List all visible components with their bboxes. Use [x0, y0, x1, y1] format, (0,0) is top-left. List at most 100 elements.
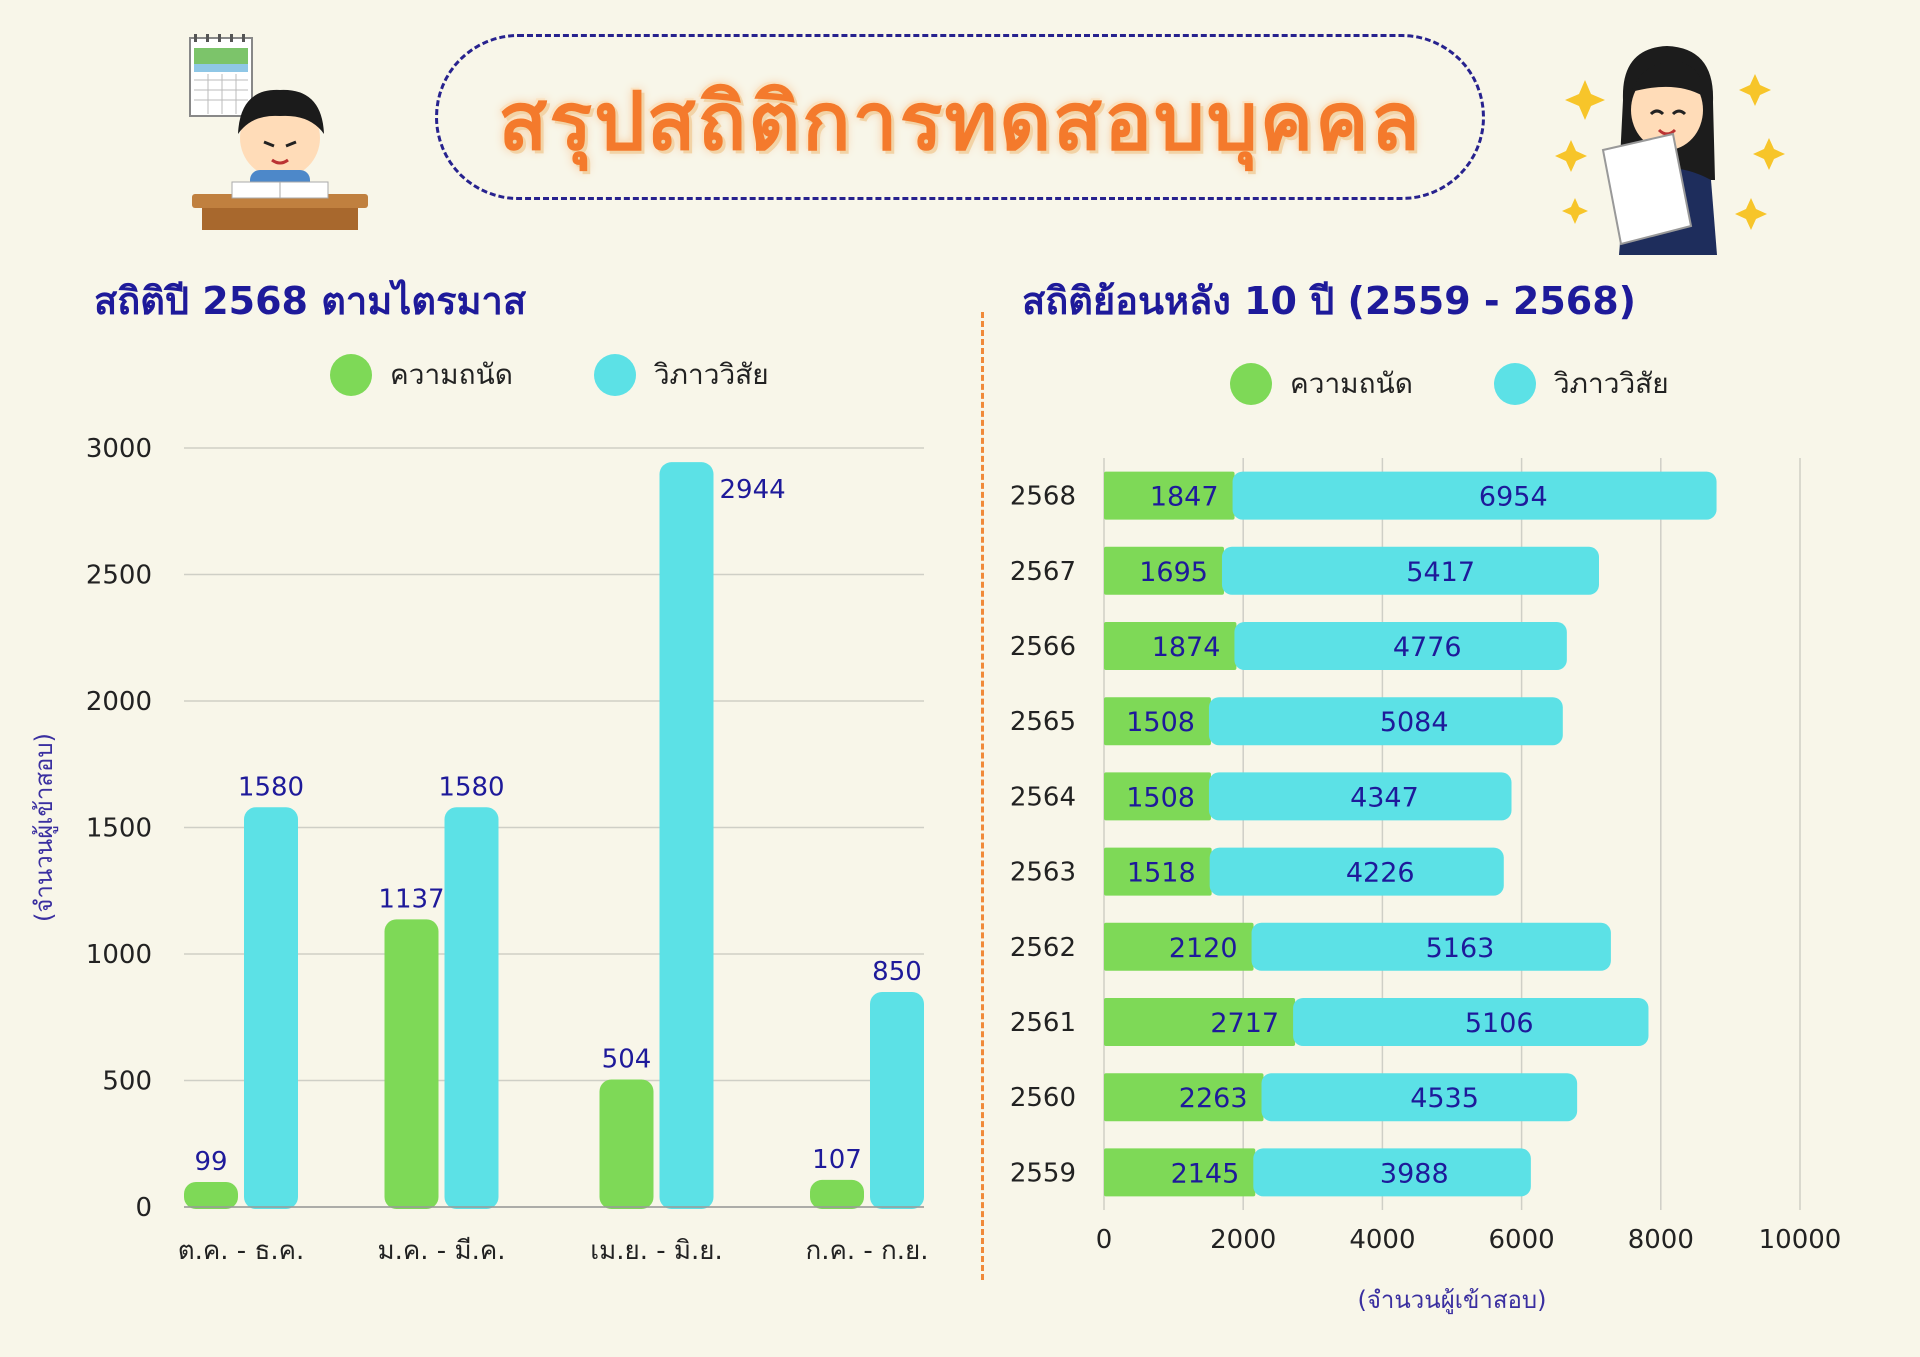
data-label: 4226: [1346, 858, 1415, 889]
data-label: 5106: [1465, 1008, 1534, 1039]
y-axis-label: (จำนวนผู้เข้าสอบ): [30, 733, 59, 922]
data-label: 99: [194, 1147, 227, 1177]
right-legend: ความถนัด วิภาววิสัย: [1230, 362, 1741, 406]
x-tick-label: ก.ค. - ก.ย.: [805, 1236, 928, 1266]
legend-item-aptitude: ความถนัด: [330, 353, 513, 397]
bar-segment: [1104, 847, 1212, 896]
girl-reading-illustration: [1555, 46, 1785, 255]
y-tick-label: 2500: [86, 561, 152, 591]
data-label: 5417: [1406, 557, 1475, 588]
bar-segment: [1253, 1148, 1531, 1197]
y-tick-label: 1000: [86, 940, 152, 970]
bar-segment: [1104, 1148, 1256, 1197]
bar: [659, 462, 714, 1210]
data-label: 4347: [1350, 782, 1419, 813]
legend-item-aptitude: ความถนัด: [1230, 362, 1413, 406]
x-tick-label: ม.ค. - มี.ค.: [377, 1236, 505, 1266]
data-label: 2717: [1210, 1008, 1279, 1039]
bar-segment: [1221, 546, 1599, 595]
data-label: 4776: [1393, 632, 1462, 663]
legend-label-aptitude: ความถนัด: [390, 358, 513, 391]
legend-label-visual-arts: วิภาววิสัย: [653, 358, 769, 391]
y-tick-label: 2568: [1010, 482, 1076, 512]
data-label: 2944: [720, 475, 786, 505]
x-tick-label: เม.ย. - มิ.ย.: [590, 1236, 723, 1266]
data-label: 1518: [1127, 858, 1196, 889]
legend-swatch-aptitude: [1230, 363, 1272, 405]
bar-segment: [1232, 471, 1717, 520]
page-title: สรุปสถิติการทดสอบบุคคล: [498, 75, 1422, 168]
data-label: 1695: [1139, 557, 1208, 588]
bar-segment: [1104, 1073, 1264, 1122]
data-label: 5163: [1426, 933, 1495, 964]
y-tick-label: 2562: [1010, 933, 1076, 963]
y-tick-label: 2559: [1010, 1158, 1076, 1188]
boy-studying-illustration: [189, 34, 368, 230]
bar-segment: [1104, 998, 1296, 1046]
data-label: 1580: [438, 772, 504, 802]
bar-segment: [1209, 847, 1504, 896]
data-label: 1847: [1150, 482, 1219, 513]
data-label: 6954: [1479, 482, 1548, 513]
x-tick-label: 2000: [1210, 1225, 1276, 1255]
y-tick-label: 1500: [86, 814, 152, 844]
legend-swatch-aptitude: [330, 354, 372, 396]
bar-segment: [1234, 622, 1567, 670]
legend-label-aptitude: ความถนัด: [1290, 367, 1413, 400]
bar: [384, 919, 439, 1209]
y-tick-label: 2566: [1010, 632, 1076, 662]
data-label: 1137: [378, 884, 444, 914]
y-tick-label: 2565: [1010, 707, 1076, 737]
bar-segment: [1104, 922, 1254, 971]
right-heading: สถิติย้อนหลัง 10 ปี (2559 - 2568): [1022, 279, 1637, 323]
data-label: 1580: [238, 772, 304, 802]
bar: [599, 1079, 654, 1209]
y-tick-label: 2000: [86, 687, 152, 717]
x-tick-label: 4000: [1349, 1225, 1415, 1255]
x-tick-label: 10000: [1759, 1225, 1842, 1255]
quarterly-bar-chart: 0 500 1000 1500 2000 2500 3000 (จำนวนผู้เข้าสอบ…: [30, 434, 929, 1266]
bar: [184, 1181, 238, 1209]
bar-segment: [1293, 998, 1649, 1046]
bar-segment: [1104, 471, 1235, 520]
bar: [244, 807, 298, 1209]
data-label: 1508: [1126, 782, 1195, 813]
data-label: 504: [602, 1044, 652, 1074]
bar-segment: [1251, 922, 1611, 971]
bar-segment: [1104, 697, 1211, 746]
bar-segment: [1208, 772, 1512, 821]
y-tick-label: 2560: [1010, 1083, 1076, 1113]
data-label: 2263: [1179, 1083, 1248, 1114]
bar-segment: [1104, 622, 1237, 670]
data-label: 4535: [1410, 1083, 1479, 1114]
y-tick-label: 2561: [1010, 1008, 1076, 1038]
x-tick-label: 8000: [1628, 1225, 1694, 1255]
data-label: 5084: [1380, 707, 1449, 738]
legend-item-visual-arts: วิภาววิสัย: [593, 353, 769, 397]
x-tick-label: 6000: [1489, 1225, 1555, 1255]
left-legend: ความถนัด วิภาววิสัย: [330, 353, 841, 397]
bar: [444, 807, 499, 1209]
x-axis-label: (จำนวนผู้เข้าสอบ): [1358, 1286, 1547, 1315]
y-tick-label: 3000: [86, 434, 152, 464]
y-tick-label: 500: [102, 1067, 152, 1097]
left-heading: สถิติปี 2568 ตามไตรมาส: [94, 279, 527, 323]
legend-label-visual-arts: วิภาววิสัย: [1553, 367, 1669, 400]
legend-swatch-visual-arts: [593, 354, 636, 396]
data-label: 2145: [1171, 1158, 1240, 1189]
data-label: 850: [872, 957, 922, 987]
data-label: 107: [812, 1145, 862, 1175]
data-label: 1508: [1126, 707, 1195, 738]
ten-year-stacked-bar-chart: 0 2000 4000 6000 8000 10000 (จำนวนผู้เข้าสอบ) 2…: [1010, 458, 1842, 1315]
bar-segment: [1261, 1073, 1578, 1122]
data-label: 3988: [1380, 1158, 1449, 1189]
legend-item-visual-arts: วิภาววิสัย: [1493, 362, 1669, 406]
x-tick-label: 0: [1096, 1225, 1113, 1255]
bar: [870, 991, 924, 1209]
y-tick-label: 2567: [1010, 557, 1076, 587]
y-tick-label: 2564: [1010, 782, 1076, 812]
data-label: 1874: [1152, 632, 1221, 663]
title-frame: [435, 34, 1485, 200]
bar-segment: [1104, 546, 1224, 595]
divider: [981, 312, 984, 1280]
